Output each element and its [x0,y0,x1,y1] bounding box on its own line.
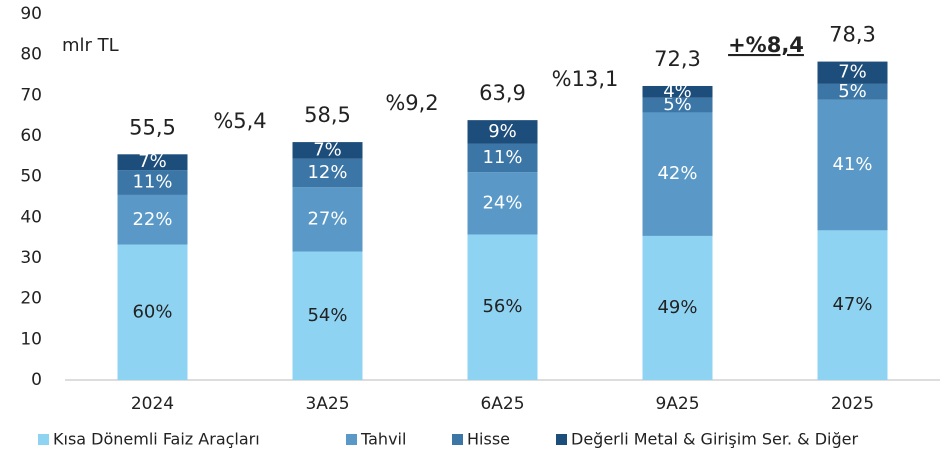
bar-segment [292,251,363,380]
bar-segment [817,99,888,231]
y-tick-label: 90 [20,4,42,24]
total-label: 58,5 [304,103,351,127]
bar-segment [642,112,713,236]
bar-segment [292,187,363,252]
legend-marker [38,434,49,445]
bar-segment [292,158,363,188]
segment-label: 22% [132,209,172,230]
x-tick-label: 6A25 [480,394,524,414]
bar-segment [642,97,713,113]
segment-label: 7% [838,62,867,83]
segment-label: 54% [307,305,347,326]
segment-label: 9% [488,121,517,142]
segment-label: 24% [482,192,522,213]
segment-label: 5% [663,94,692,115]
segment-label: 47% [832,294,872,315]
segment-label: 27% [307,208,347,229]
total-label: 55,5 [129,115,176,139]
legend-label: Kısa Dönemli Faiz Araçları [53,430,260,449]
legend-label: Tahvil [360,430,406,449]
y-tick-label: 10 [20,329,42,349]
segment-label: 49% [657,297,697,318]
x-tick-label: 3A25 [305,394,349,414]
growth-annotation: %5,4 [213,109,266,133]
bar-segment [467,120,538,144]
legend-marker [556,434,567,445]
segment-label: 12% [307,162,347,183]
y-tick-label: 20 [20,289,42,309]
y-tick-label: 50 [20,167,42,187]
bar-segment [467,234,538,380]
bar-segment [642,235,713,380]
total-label: 72,3 [654,47,701,71]
segment-label: 7% [138,151,167,172]
segment-label: 60% [132,301,172,322]
growth-annotation: +%8,4 [728,33,804,57]
y-axis-label: mlr TL [62,35,119,56]
y-tick-label: 80 [20,45,42,65]
segment-label: 42% [657,163,697,184]
growth-annotation: %9,2 [385,91,438,115]
y-tick-label: 0 [31,370,42,390]
segment-label: 4% [663,81,692,102]
y-tick-label: 30 [20,248,42,268]
segment-label: 11% [132,172,172,193]
legend-label: Değerli Metal & Girişim Ser. & Diğer [571,430,858,449]
bar-segment [817,61,888,84]
segment-label: 7% [313,139,342,160]
segment-label: 5% [838,81,867,102]
bar-segment [467,172,538,235]
bar-segment [817,230,888,380]
legend-marker [452,434,463,445]
bar-segment [117,170,188,195]
bar-segment [117,154,188,171]
bar-segment [117,194,188,245]
total-label: 63,9 [479,81,526,105]
x-tick-label: 9A25 [655,394,699,414]
segment-label: 11% [482,147,522,168]
x-tick-label: 2025 [831,394,874,414]
bar-segment [817,83,888,100]
y-tick-label: 40 [20,207,42,227]
x-tick-label: 2024 [131,394,174,414]
y-tick-label: 60 [20,126,42,146]
y-tick-label: 70 [20,85,42,105]
legend-label: Hisse [467,430,510,449]
legend-marker [346,434,357,445]
bar-segment [642,85,713,98]
total-label: 78,3 [829,23,876,47]
bar-segment [292,142,363,159]
bar-segment [467,143,538,173]
bar-segment [117,244,188,380]
segment-label: 56% [482,296,522,317]
growth-annotation: %13,1 [552,67,619,91]
segment-label: 41% [832,154,872,175]
